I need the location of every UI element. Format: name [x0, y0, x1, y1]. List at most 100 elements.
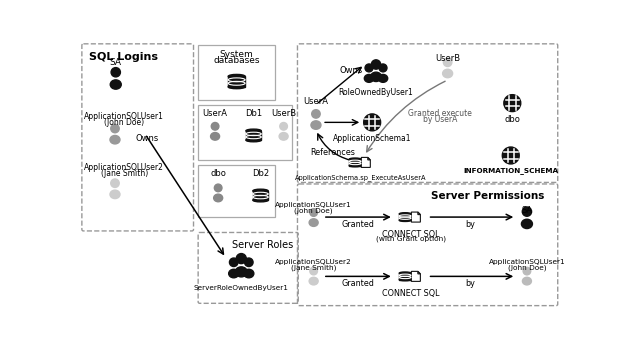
Bar — [399, 214, 411, 220]
Ellipse shape — [399, 219, 411, 221]
Circle shape — [110, 124, 119, 133]
Circle shape — [444, 58, 452, 66]
Circle shape — [280, 122, 288, 130]
Circle shape — [230, 258, 238, 266]
Text: Granted: Granted — [342, 220, 375, 229]
Ellipse shape — [228, 74, 245, 78]
Circle shape — [504, 95, 521, 112]
Bar — [198, 104, 292, 160]
Ellipse shape — [399, 213, 411, 215]
Text: UserA: UserA — [203, 109, 228, 118]
Text: RoleOwnedByUser1: RoleOwnedByUser1 — [339, 88, 413, 97]
Text: ApplicationSQLUser1: ApplicationSQLUser1 — [275, 202, 352, 208]
Ellipse shape — [522, 219, 532, 229]
Bar — [198, 165, 275, 217]
Text: References: References — [311, 148, 356, 157]
Ellipse shape — [349, 164, 361, 167]
Text: SA: SA — [110, 58, 122, 67]
Text: ApplicationSQLUser1: ApplicationSQLUser1 — [489, 260, 565, 265]
Ellipse shape — [228, 269, 239, 278]
Ellipse shape — [371, 72, 381, 82]
Circle shape — [523, 267, 531, 275]
Text: INFORMATION_SCHEMA: INFORMATION_SCHEMA — [463, 167, 558, 174]
Polygon shape — [368, 157, 370, 160]
Polygon shape — [411, 212, 421, 222]
Ellipse shape — [246, 138, 261, 142]
Text: (Jane Smith): (Jane Smith) — [291, 265, 336, 271]
Ellipse shape — [235, 267, 247, 277]
Circle shape — [215, 184, 222, 192]
Circle shape — [502, 147, 519, 164]
Text: Server Permissions: Server Permissions — [431, 191, 544, 201]
Ellipse shape — [246, 129, 261, 133]
Ellipse shape — [522, 277, 532, 285]
Circle shape — [236, 254, 246, 264]
Text: ApplicationSQLUser1: ApplicationSQLUser1 — [84, 112, 164, 121]
Ellipse shape — [309, 277, 318, 285]
Ellipse shape — [378, 74, 388, 82]
Text: (John Doe): (John Doe) — [507, 265, 546, 271]
Ellipse shape — [279, 133, 288, 140]
Circle shape — [365, 64, 373, 72]
Ellipse shape — [110, 190, 120, 199]
Circle shape — [110, 179, 119, 188]
Ellipse shape — [399, 272, 411, 274]
Circle shape — [371, 60, 381, 69]
Circle shape — [245, 258, 253, 266]
Text: Granted execute: Granted execute — [408, 109, 472, 118]
Text: Owns: Owns — [135, 134, 158, 143]
Circle shape — [522, 207, 532, 216]
Text: CONNECT SQL: CONNECT SQL — [382, 290, 439, 299]
Ellipse shape — [253, 189, 268, 193]
Ellipse shape — [311, 121, 321, 129]
Text: UserB: UserB — [435, 54, 460, 63]
Text: by: by — [465, 220, 475, 229]
Text: (John Doe): (John Doe) — [295, 207, 333, 213]
Ellipse shape — [309, 219, 318, 226]
Text: UserB: UserB — [271, 109, 296, 118]
Ellipse shape — [110, 80, 121, 89]
Bar — [246, 131, 261, 140]
Ellipse shape — [228, 85, 245, 89]
Text: dbo: dbo — [210, 169, 226, 178]
Circle shape — [364, 114, 381, 131]
Ellipse shape — [399, 279, 411, 281]
Text: Granted: Granted — [342, 279, 375, 288]
Circle shape — [310, 267, 318, 275]
Polygon shape — [411, 271, 421, 281]
Ellipse shape — [244, 269, 254, 278]
Text: Db1: Db1 — [245, 109, 262, 118]
Text: UserA: UserA — [303, 97, 328, 106]
Text: databases: databases — [213, 56, 260, 65]
Text: (John Doe): (John Doe) — [104, 118, 144, 127]
Ellipse shape — [210, 133, 220, 140]
Bar — [198, 45, 275, 100]
Text: System: System — [220, 50, 253, 59]
Circle shape — [310, 209, 318, 216]
Circle shape — [379, 64, 387, 72]
Text: ApplicationSQLUser2: ApplicationSQLUser2 — [275, 260, 352, 265]
Ellipse shape — [253, 198, 268, 202]
Text: by: by — [465, 279, 475, 288]
Text: Db2: Db2 — [252, 169, 269, 178]
Text: Server Roles: Server Roles — [232, 240, 294, 250]
Polygon shape — [361, 157, 370, 167]
Bar — [399, 273, 411, 280]
Circle shape — [111, 67, 120, 77]
Bar — [228, 76, 245, 87]
Text: (Jane Smith): (Jane Smith) — [100, 169, 148, 178]
Polygon shape — [418, 271, 421, 274]
Text: Owns: Owns — [340, 66, 363, 75]
Circle shape — [312, 110, 320, 118]
Text: ApplicationSchema.sp_ExecuteAsUserA: ApplicationSchema.sp_ExecuteAsUserA — [295, 174, 426, 181]
Text: ServerRoleOwnedByUser1: ServerRoleOwnedByUser1 — [194, 285, 289, 291]
Bar — [253, 191, 268, 200]
Ellipse shape — [213, 194, 223, 202]
Text: ApplicationSQLUser2: ApplicationSQLUser2 — [84, 163, 164, 172]
Polygon shape — [418, 212, 421, 215]
Text: ApplicationSchema1: ApplicationSchema1 — [333, 134, 411, 143]
Text: SA: SA — [522, 206, 532, 215]
Text: SQL Logins: SQL Logins — [89, 52, 158, 62]
Text: CONNECT SQL: CONNECT SQL — [382, 230, 439, 239]
Bar — [349, 159, 361, 166]
